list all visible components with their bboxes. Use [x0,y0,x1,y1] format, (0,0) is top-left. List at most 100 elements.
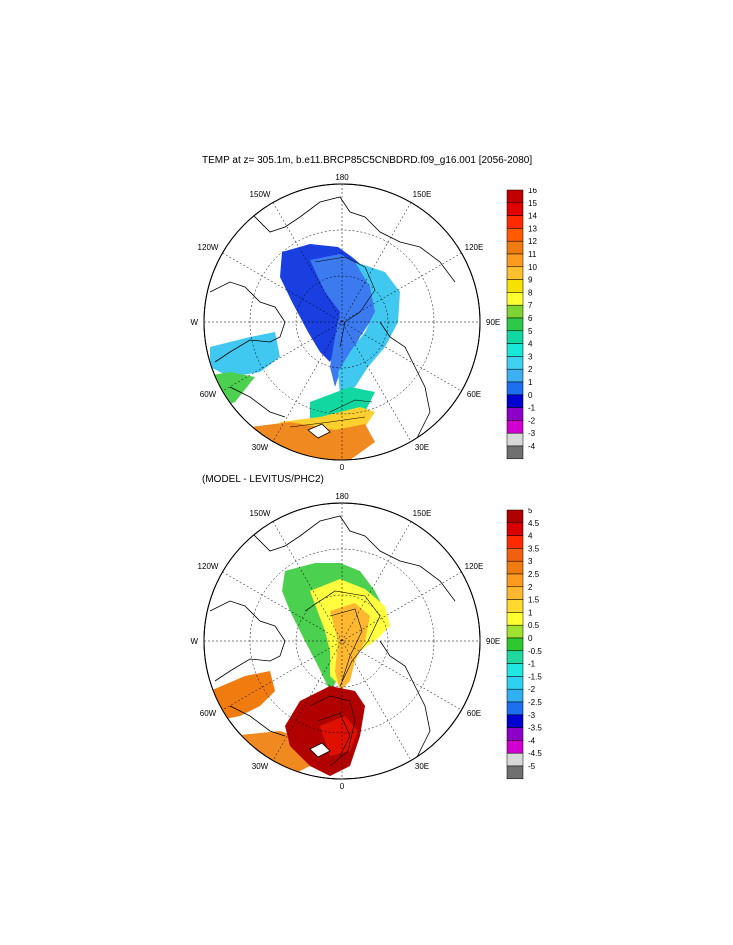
polar-map: 180 0 90E 90W 150E 120E 150W 120W 60E 30… [190,173,500,472]
lon-label: 90W [190,637,198,646]
colorbar-label: 0.5 [528,621,540,630]
colorbar-swatch [506,304,524,319]
colorbar-swatch [506,727,524,741]
colorbar-label: 14 [528,212,537,221]
colorbar-swatch [506,292,524,306]
colorbar-swatch [506,445,524,460]
lon-label: 0 [340,782,345,791]
lon-label: 30E [415,443,429,452]
colorbar-label: -0.5 [528,647,542,656]
colorbar-label: 4 [528,532,533,541]
colorbar-swatch [506,215,524,229]
colorbar-label: 4 [528,340,533,349]
coastline [379,640,431,772]
colorbar-label: 10 [528,263,537,272]
colorbar-swatch [506,394,524,408]
lon-label: 150E [413,509,432,518]
lon-label: 60W [200,709,217,718]
colorbar-swatch [506,624,524,639]
colorbar-swatch [506,317,524,332]
colorbar-label: 11 [528,250,537,259]
colorbar-label: 13 [528,224,537,233]
colorbar-label: 5 [528,327,533,336]
colorbar-label: -5 [528,762,536,771]
colorbar-swatch [506,509,524,524]
ocean-fill-lightblue [210,332,280,377]
ocean-fill-red [320,716,358,756]
colorbar-swatch [506,368,524,383]
colorbar-label: 2 [528,583,533,592]
colorbar-swatch [506,432,524,447]
colorbar-label: -3 [528,429,536,438]
colorbar-label: 1 [528,608,533,617]
ocean-fill-blue [310,254,380,387]
colorbar-label: 3.5 [528,544,540,553]
colorbar-label: -1.5 [528,672,542,681]
lon-label: 180 [335,492,349,501]
colorbar-label: 9 [528,276,533,285]
colorbar-swatch [506,202,524,216]
colorbar-label: 3 [528,557,533,566]
colorbar-label: 6 [528,314,533,323]
colorbar-label: -3.5 [528,724,542,733]
colorbar-swatch [506,343,524,357]
colorbar-swatch [506,548,524,562]
colorbar-label: -3 [528,711,536,720]
colorbar-label: 3 [528,352,533,361]
colorbar-label: -4.5 [528,749,542,758]
lon-label: 90E [486,318,500,327]
colorbar-swatch [506,330,524,344]
lon-label: 120E [465,562,484,571]
colorbar-label: 0 [528,634,533,643]
colorbar-swatch [506,586,524,600]
lon-label: 30W [252,762,269,771]
colorbar-swatch [506,701,524,716]
colorbar-label: 2.5 [528,570,540,579]
colorbar-swatch [506,228,524,242]
colorbar-swatch [506,752,524,767]
ocean-fill-cyan [338,262,400,394]
lon-label: 120E [465,243,484,252]
colorbar-label: 1 [528,378,533,387]
coastline [229,705,286,737]
colorbar-label: 7 [528,301,533,310]
colorbar-swatch [506,266,524,280]
colorbar-swatch [506,407,524,421]
lon-label: 30W [252,443,269,452]
lon-label: 120W [198,562,219,571]
map-title: (MODEL - LEVITUS/PHC2) [202,474,324,485]
lon-label: 120W [198,243,219,252]
colorbar-swatch [506,765,524,780]
colorbar-label: -1 [528,404,536,413]
lon-label: 180 [335,173,349,182]
colorbar-label: -1 [528,660,536,669]
colorbar: 5 4.5 4 3.5 3 2.5 2 1.5 1 0.5 0 -0.5 -1 -1.5 -2 -2.5 -3 -… [506,508,542,780]
colorbar-swatch [506,522,524,536]
colorbar-swatch [506,253,524,268]
colorbar-label: 12 [528,237,537,246]
colorbar-label: -2.5 [528,698,542,707]
lon-label: 150W [250,190,271,199]
lon-label: 60W [200,390,217,399]
colorbar-swatch [506,279,524,293]
colorbar-label: -4 [528,736,536,745]
colorbar-label: 15 [528,199,537,208]
colorbar-swatch [506,356,524,370]
colorbar-swatch [506,573,524,588]
coastline [249,515,456,602]
lon-label: 90E [486,637,500,646]
colorbar-label: 8 [528,288,533,297]
colorbar-swatch [506,688,524,703]
ocean-fill-orange [205,671,275,721]
colorbar-label: -2 [528,685,536,694]
colorbar-label: 1.5 [528,596,540,605]
colorbar-label: -2 [528,416,536,425]
coastline [307,423,331,439]
colorbar-swatch [506,381,524,396]
colorbar-swatch [506,560,524,575]
colorbar-swatch [506,189,524,204]
colorbar-swatch [506,637,524,652]
colorbar-label: 5 [528,508,533,515]
colorbar-label: 2 [528,365,533,374]
lon-label: 60E [467,709,481,718]
